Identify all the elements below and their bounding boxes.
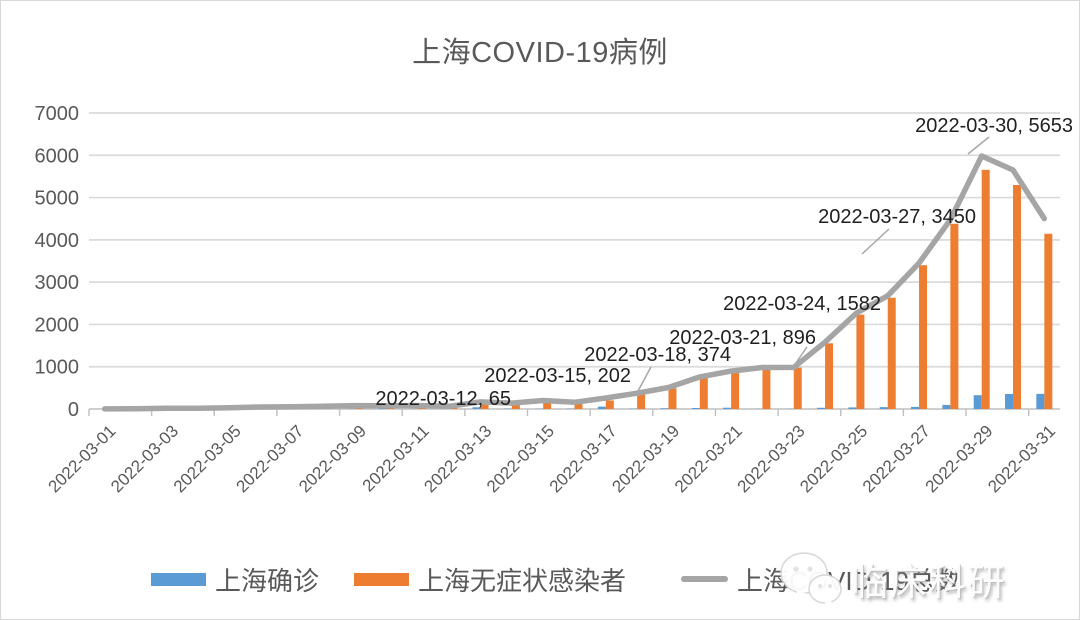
bar-confirmed	[911, 406, 920, 409]
y-axis-label: 7000	[35, 103, 80, 125]
bar-asymptomatic	[950, 223, 959, 409]
bar-asymptomatic	[699, 377, 708, 409]
asymptomatic-swatch-icon	[354, 572, 409, 586]
bar-confirmed	[660, 408, 669, 409]
bar-confirmed	[879, 407, 888, 409]
bar-confirmed	[817, 407, 826, 409]
y-axis-label: 4000	[35, 230, 80, 252]
y-axis-label: 5000	[35, 188, 80, 210]
legend-item-asymptomatic: 上海无症状感染者	[354, 564, 626, 596]
bar-asymptomatic	[762, 367, 771, 409]
bar-asymptomatic	[981, 169, 990, 409]
bar-asymptomatic	[793, 367, 802, 409]
bar-asymptomatic	[825, 343, 834, 409]
annotation-label: 2022-03-24, 1582	[723, 293, 881, 315]
legend-item-confirmed: 上海确诊	[151, 564, 319, 596]
legend-item-total: 上海COVID-19总数	[681, 564, 961, 596]
confirmed-swatch-icon	[151, 572, 206, 586]
bar-asymptomatic	[543, 400, 552, 409]
bar-confirmed	[691, 407, 700, 409]
bar-asymptomatic	[1044, 233, 1053, 409]
annotation-label: 2022-03-27, 3450	[818, 206, 976, 228]
bar-confirmed	[973, 395, 982, 409]
y-axis-label: 1000	[35, 357, 80, 379]
bar-confirmed	[1005, 393, 1014, 409]
bar-confirmed	[597, 406, 606, 409]
bar-asymptomatic	[919, 265, 928, 409]
annotation-leader-line	[637, 366, 652, 392]
bar-confirmed	[848, 407, 857, 409]
annotation-label: 2022-03-15, 202	[484, 365, 631, 387]
bar-confirmed	[472, 407, 481, 409]
bar-asymptomatic	[480, 403, 489, 409]
bar-asymptomatic	[887, 297, 896, 409]
legend-label-asymptomatic: 上海无症状感染者	[418, 565, 627, 596]
bar-asymptomatic	[637, 393, 646, 409]
annotation-leader-line	[792, 346, 808, 368]
bar-asymptomatic	[856, 314, 865, 409]
total-line-swatch-icon	[681, 576, 728, 582]
bar-asymptomatic	[574, 402, 583, 409]
annotation-leader-line	[861, 228, 890, 255]
legend-label-confirmed: 上海确诊	[215, 565, 320, 596]
bar-asymptomatic	[1013, 184, 1022, 409]
chart-title: 上海COVID-19病例	[412, 37, 668, 69]
x-axis-label: 2022-03-31	[984, 421, 1059, 496]
annotation-label: 2022-03-12, 65	[375, 388, 511, 410]
total-line	[101, 153, 1048, 412]
y-axis-label: 6000	[35, 145, 80, 167]
bar-asymptomatic	[731, 372, 740, 409]
y-axis-label: 2000	[35, 314, 80, 336]
bar-confirmed	[723, 407, 732, 409]
y-axis-label: 3000	[35, 272, 80, 294]
bar-confirmed	[942, 404, 951, 409]
annotation-label: 2022-03-18, 374	[584, 344, 731, 366]
y-axis-label: 0	[68, 399, 79, 421]
annotation-label: 2022-03-30, 5653	[915, 115, 1073, 137]
bar-asymptomatic	[605, 400, 614, 409]
bar-confirmed	[1036, 393, 1045, 409]
annotation-leader-line	[967, 136, 990, 155]
annotation-label: 2022-03-21, 896	[669, 327, 816, 349]
x-axis-label: 2022-03-09	[295, 421, 370, 496]
bar-asymptomatic	[668, 388, 677, 409]
legend-label-total: 上海COVID-19总数	[737, 565, 961, 596]
bar-asymptomatic	[511, 403, 520, 409]
